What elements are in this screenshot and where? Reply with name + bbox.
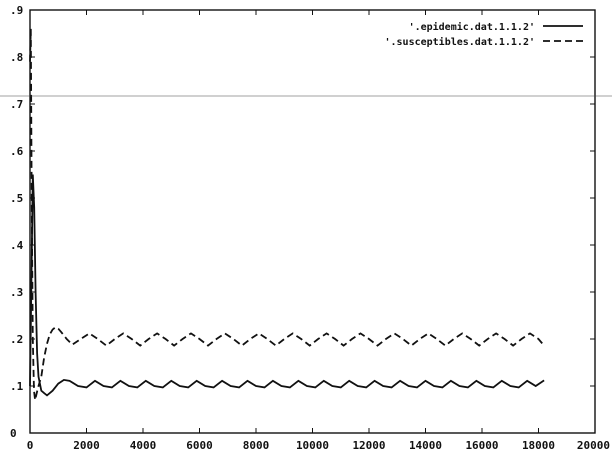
series-layer	[29, 28, 545, 401]
series-epidemic	[29, 174, 545, 397]
x-tick-label: 4000	[130, 439, 157, 452]
x-tick-label: 18000	[522, 439, 555, 452]
legend-label-susceptibles: '.susceptibles.dat.1.1.2'	[384, 36, 535, 48]
y-tick-label: .7	[10, 98, 23, 111]
series-susceptibles	[29, 28, 545, 401]
y-tick-label: .1	[10, 380, 24, 393]
y-axis-ticks: 0 .1 .2 .3 .4 .5 .6 .7 .8 .9	[10, 4, 595, 440]
x-tick-label: 14000	[409, 439, 442, 452]
x-tick-label: 20000	[577, 439, 610, 452]
y-tick-label: 0	[10, 427, 17, 440]
y-tick-label: .2	[10, 333, 23, 346]
x-tick-label: 6000	[186, 439, 213, 452]
y-tick-label: .4	[10, 239, 24, 252]
x-tick-label: 12000	[352, 439, 385, 452]
y-tick-label: .6	[10, 145, 24, 158]
x-tick-label: 2000	[73, 439, 100, 452]
y-tick-label: .8	[10, 51, 23, 64]
x-tick-label: 10000	[296, 439, 329, 452]
y-tick-label: .3	[10, 286, 23, 299]
x-tick-label: 0	[27, 439, 34, 452]
y-tick-label: .5	[10, 192, 23, 205]
x-tick-label: 8000	[243, 439, 270, 452]
x-tick-label: 16000	[465, 439, 498, 452]
legend: '.epidemic.dat.1.1.2' '.susceptibles.dat…	[384, 21, 583, 48]
legend-label-epidemic: '.epidemic.dat.1.1.2'	[409, 21, 535, 33]
y-tick-label: .9	[10, 4, 23, 17]
plot-frame	[29, 9, 596, 434]
x-axis-ticks: 0 2000 4000 6000 8000 10000 12000 14000 16000 180…	[27, 10, 610, 452]
